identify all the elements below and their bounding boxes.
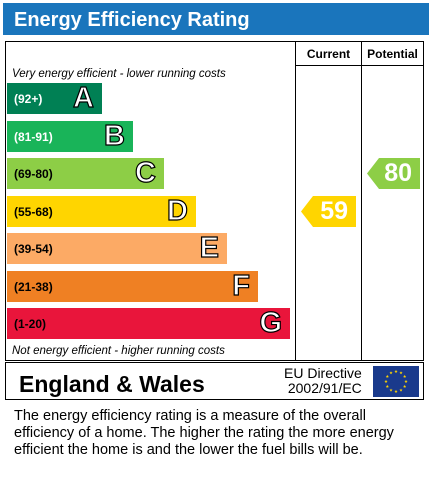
page-title: Energy Efficiency Rating xyxy=(14,9,250,31)
current-rating-pointer: 59 xyxy=(301,195,356,227)
eu-star xyxy=(385,374,389,378)
eu-star xyxy=(384,379,388,383)
eu-star xyxy=(399,388,403,392)
band-letter: D xyxy=(166,194,188,227)
band-c: (69-80) C xyxy=(7,157,164,189)
bottom-caption: Not energy efficient - higher running co… xyxy=(12,345,225,357)
eu-star xyxy=(389,388,393,392)
eu-star xyxy=(389,371,393,375)
region-label: England & Wales xyxy=(19,371,205,397)
band-letter: A xyxy=(72,82,94,114)
directive-line-2: 2002/91/EC xyxy=(287,380,362,396)
eu-star xyxy=(403,374,407,378)
band-range-label: (1-20) xyxy=(14,317,47,331)
title-bar: Energy Efficiency Rating xyxy=(3,3,429,35)
explanation-text: The energy efficiency rating is a measur… xyxy=(14,408,394,458)
band-g: (1-20) G xyxy=(7,307,290,339)
band-d: (55-68) D xyxy=(7,194,196,227)
footer-bar: England & Wales EU Directive 2002/91/EC xyxy=(5,362,424,400)
band-range-label: (92+) xyxy=(14,92,43,106)
current-column-header: Current xyxy=(306,47,351,61)
band-f: (21-38) F xyxy=(7,269,258,302)
potential-column-header: Potential xyxy=(367,47,418,61)
eu-star xyxy=(385,384,389,388)
column-divider-potential xyxy=(361,42,362,360)
band-range-label: (21-38) xyxy=(14,279,53,294)
band-letter: F xyxy=(232,269,251,302)
eu-star xyxy=(404,379,408,383)
band-letter: B xyxy=(103,119,125,152)
band-range-label: (81-91) xyxy=(14,129,53,144)
directive-line-1: EU Directive xyxy=(284,365,362,381)
band-letter: C xyxy=(134,157,156,189)
band-letter: G xyxy=(259,307,283,339)
top-caption: Very energy efficient - lower running co… xyxy=(12,68,226,80)
column-divider-current xyxy=(295,42,296,360)
eu-star xyxy=(399,371,403,375)
eu-star xyxy=(394,369,398,373)
band-b: (81-91) B xyxy=(7,119,133,152)
rating-chart: Current Potential Very energy efficient … xyxy=(5,41,424,361)
header-divider xyxy=(295,65,423,66)
potential-rating-value: 80 xyxy=(384,159,412,187)
band-range-label: (39-54) xyxy=(14,242,53,256)
eu-star xyxy=(403,384,407,388)
potential-rating-pointer: 80 xyxy=(367,158,420,189)
potential-pointer-arrow xyxy=(367,158,420,189)
current-pointer-arrow xyxy=(301,195,356,227)
band-e: (39-54) E xyxy=(7,232,227,264)
eu-star xyxy=(394,389,398,393)
eu-directive: EU Directive 2002/91/EC xyxy=(284,366,362,396)
eu-flag-icon xyxy=(373,366,419,397)
current-rating-value: 59 xyxy=(320,196,348,225)
band-letter: E xyxy=(199,232,220,264)
band-a: (92+) A xyxy=(7,82,102,114)
band-range-label: (55-68) xyxy=(14,204,53,219)
band-range-label: (69-80) xyxy=(14,167,53,181)
